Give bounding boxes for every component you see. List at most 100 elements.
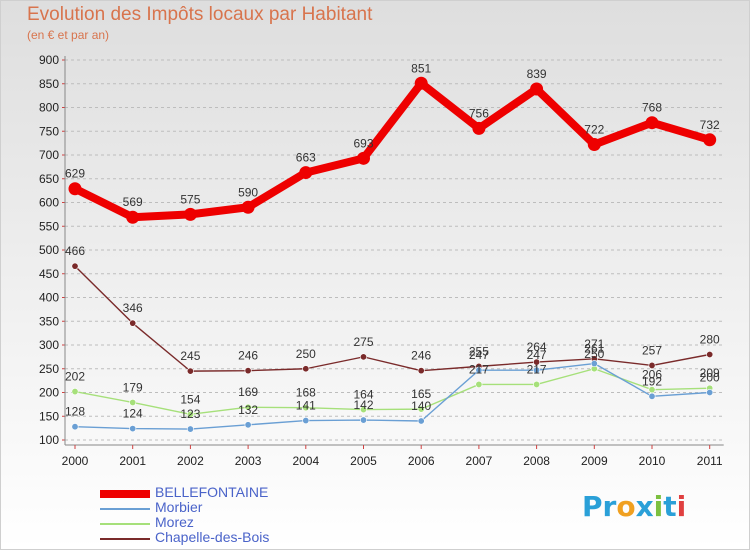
data-label-morbier: 142 [353,398,373,412]
data-label-morbier: 124 [123,407,143,421]
data-point-chapelle-des-bois [186,367,194,375]
data-point-chapelle-des-bois [417,367,425,375]
data-label-bellefontaine: 851 [411,61,431,75]
series-line-morbier [74,362,710,430]
y-tick-label: 200 [39,386,59,400]
data-label-bellefontaine: 663 [296,151,316,165]
data-point-morbier [71,423,79,431]
data-label-morbier: 192 [642,374,662,388]
chart-subtitle: (en € et par an) [27,28,110,42]
legend-label: Chapelle-des-Bois [155,529,270,545]
data-label-chapelle-des-bois: 275 [353,335,373,349]
y-tick-label: 500 [39,243,59,257]
data-point-chapelle-des-bois [533,358,541,366]
y-tick-label: 800 [39,101,59,115]
data-label-morez: 217 [527,362,547,376]
data-label-morez: 165 [411,387,431,401]
data-label-chapelle-des-bois: 264 [527,340,547,354]
data-label-bellefontaine: 629 [65,167,85,181]
data-label-morez: 179 [123,380,143,394]
y-tick-label: 650 [39,172,59,186]
y-tick-label: 600 [39,196,59,210]
data-label-morez: 217 [469,362,489,376]
data-point-morbier [417,417,425,425]
data-point-morez [302,404,310,412]
data-point-morbier [186,425,194,433]
data-point-morbier [590,360,598,368]
y-tick-label: 750 [39,124,59,138]
data-label-bellefontaine: 839 [527,67,547,81]
data-label-bellefontaine: 569 [123,195,143,209]
data-label-bellefontaine: 575 [180,192,200,206]
legend-swatch [100,523,150,525]
data-point-chapelle-des-bois [359,353,367,361]
data-point-morbier [359,416,367,424]
data-label-bellefontaine: 768 [642,101,662,115]
y-tick-label: 350 [39,314,59,328]
data-point-bellefontaine [357,151,370,165]
x-tick-label: 2001 [119,454,146,468]
data-point-morbier [533,366,541,374]
data-label-morbier: 200 [700,371,720,385]
data-label-chapelle-des-bois: 246 [411,349,431,363]
data-point-chapelle-des-bois [244,367,252,375]
data-label-morez: 209 [700,366,720,380]
data-point-bellefontaine [299,166,313,180]
data-point-bellefontaine [530,82,544,96]
data-point-morbier [302,417,310,425]
data-label-bellefontaine: 732 [700,118,720,132]
data-label-bellefontaine: 693 [353,136,373,150]
data-label-morez: 250 [584,347,604,361]
data-point-bellefontaine [703,133,717,147]
data-point-chapelle-des-bois [648,361,656,369]
data-label-morez: 164 [353,388,373,402]
data-point-chapelle-des-bois [706,350,714,358]
data-label-morbier: 261 [584,342,604,356]
data-point-morez [533,380,541,388]
series-line-bellefontaine [73,79,711,222]
data-label-chapelle-des-bois: 255 [469,344,489,358]
logo-letter: r [602,490,617,523]
logo-letter: o [616,490,636,523]
data-point-morez [129,398,137,406]
data-point-morez [244,403,252,411]
x-tick-label: 2010 [639,454,666,468]
proxiti-logo: Proxiti [582,490,686,523]
data-point-morbier [475,366,483,374]
x-tick-label: 2007 [466,454,493,468]
x-tick-label: 2004 [292,454,319,468]
y-tick-label: 300 [39,338,59,352]
data-point-bellefontaine [126,210,140,224]
x-tick-label: 2006 [408,454,435,468]
y-tick-label: 250 [39,362,59,376]
data-point-chapelle-des-bois [71,262,79,270]
x-tick-label: 2000 [62,454,89,468]
data-point-morez [417,405,425,413]
data-label-chapelle-des-bois: 245 [180,349,200,363]
data-label-chapelle-des-bois: 466 [65,244,85,258]
data-point-bellefontaine [68,182,82,196]
series-line-chapelle-des-bois [74,265,710,372]
data-label-morez: 169 [238,385,258,399]
y-tick-label: 450 [39,267,59,281]
data-label-morbier: 140 [411,399,431,413]
legend-label: Morez [155,514,194,530]
data-label-morbier: 141 [296,399,316,413]
data-point-morbier [129,425,137,433]
data-point-chapelle-des-bois [129,319,137,327]
logo-letter: P [582,490,603,523]
x-tick-label: 2003 [235,454,262,468]
y-tick-label: 900 [39,53,59,67]
data-point-bellefontaine [645,116,659,130]
logo-letter: t [663,490,677,523]
data-point-morbier [244,421,252,429]
data-label-bellefontaine: 590 [238,185,258,199]
data-label-chapelle-des-bois: 250 [296,347,316,361]
x-tick-label: 2005 [350,454,377,468]
legend-swatch [100,538,150,540]
data-label-bellefontaine: 722 [584,123,604,137]
data-label-morez: 206 [642,368,662,382]
data-label-morbier: 247 [469,348,489,362]
y-tick-label: 400 [39,291,59,305]
